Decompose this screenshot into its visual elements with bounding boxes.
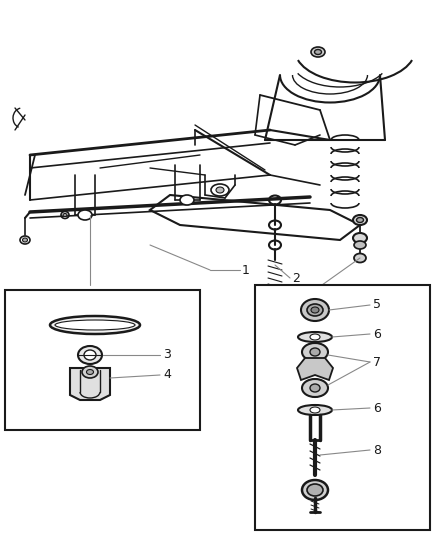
Text: 3: 3 — [163, 349, 171, 361]
Ellipse shape — [82, 366, 98, 378]
Ellipse shape — [310, 334, 320, 340]
Ellipse shape — [50, 316, 140, 334]
Ellipse shape — [22, 238, 28, 242]
Ellipse shape — [86, 369, 93, 375]
Ellipse shape — [311, 307, 319, 313]
Ellipse shape — [302, 480, 328, 500]
Ellipse shape — [310, 384, 320, 392]
Text: 6: 6 — [373, 327, 381, 341]
Ellipse shape — [314, 50, 321, 54]
Text: 2: 2 — [292, 271, 300, 285]
Ellipse shape — [354, 241, 366, 249]
Ellipse shape — [354, 254, 366, 262]
Ellipse shape — [307, 304, 323, 316]
Ellipse shape — [272, 293, 279, 297]
Ellipse shape — [78, 346, 102, 364]
Ellipse shape — [357, 217, 364, 222]
Ellipse shape — [216, 187, 224, 193]
Text: 6: 6 — [373, 401, 381, 415]
Polygon shape — [297, 358, 333, 380]
Ellipse shape — [353, 215, 367, 225]
Ellipse shape — [301, 299, 329, 321]
Text: 4: 4 — [163, 368, 171, 382]
Ellipse shape — [302, 379, 328, 397]
Text: 8: 8 — [373, 443, 381, 456]
Ellipse shape — [180, 195, 194, 205]
Polygon shape — [5, 290, 200, 430]
Ellipse shape — [55, 320, 135, 330]
Ellipse shape — [84, 350, 96, 360]
Ellipse shape — [63, 214, 67, 216]
Text: 1: 1 — [242, 263, 250, 277]
Ellipse shape — [268, 289, 282, 301]
Polygon shape — [70, 368, 110, 400]
Ellipse shape — [302, 343, 328, 361]
Ellipse shape — [310, 348, 320, 356]
Ellipse shape — [310, 407, 320, 413]
Ellipse shape — [298, 405, 332, 415]
Text: 5: 5 — [373, 298, 381, 311]
Ellipse shape — [78, 210, 92, 220]
Text: 7: 7 — [373, 356, 381, 368]
Ellipse shape — [353, 233, 367, 243]
Ellipse shape — [307, 484, 323, 496]
Ellipse shape — [211, 184, 229, 196]
Ellipse shape — [298, 332, 332, 342]
Polygon shape — [255, 285, 430, 530]
Ellipse shape — [311, 47, 325, 57]
